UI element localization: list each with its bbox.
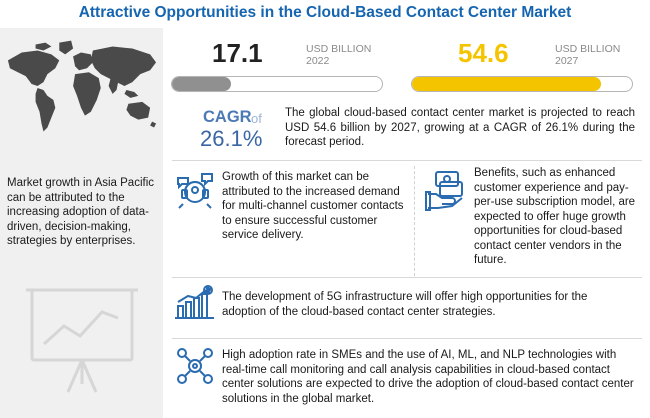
technology-network-icon: [177, 348, 213, 384]
progress-fill-2022: [172, 77, 231, 91]
growth-chart-icon: [175, 285, 214, 319]
subscription-payment-icon: [425, 171, 463, 211]
world-map-icon: [7, 40, 157, 132]
unit-label-2022: USD BILLION: [306, 43, 372, 55]
divider: [172, 277, 642, 278]
divider: [172, 160, 642, 161]
presentation-board-icon: [26, 288, 138, 393]
progress-fill-2027: [412, 77, 602, 91]
insight-subscription-text: Benefits, such as enhanced customer expe…: [474, 167, 636, 266]
left-panel: Market growth in Asia Pacific can be att…: [0, 28, 163, 418]
market-value-2022: 17.1: [212, 38, 263, 68]
progress-bar-2027: [411, 76, 633, 92]
progress-bar-2022: [171, 76, 383, 92]
unit-label-2027: USD BILLION: [555, 43, 621, 55]
cagr-value: 26.1%: [200, 126, 263, 151]
column-divider: [414, 166, 415, 276]
asia-pacific-growth-note: Market growth in Asia Pacific can be att…: [7, 177, 155, 247]
insight-ai-adoption-text: High adoption rate in SMEs and the use o…: [222, 349, 634, 405]
cagr-of-label: of: [251, 111, 262, 126]
year-label-2022: 2022: [306, 55, 330, 67]
multichannel-contact-icon: [177, 173, 213, 209]
year-label-2027: 2027: [555, 55, 579, 67]
infographic-title: Attractive Opportunities in the Cloud-Ba…: [78, 4, 572, 21]
insight-multichannel-text: Growth of this market can be attributed …: [222, 171, 404, 241]
market-value-2027: 54.6: [458, 38, 509, 68]
cagr-label: CAGR: [203, 108, 252, 126]
market-forecast-text: The global cloud-based contact center ma…: [285, 107, 635, 148]
insight-5g-text: The development of 5G infrastructure wil…: [222, 291, 588, 318]
divider: [172, 338, 642, 339]
